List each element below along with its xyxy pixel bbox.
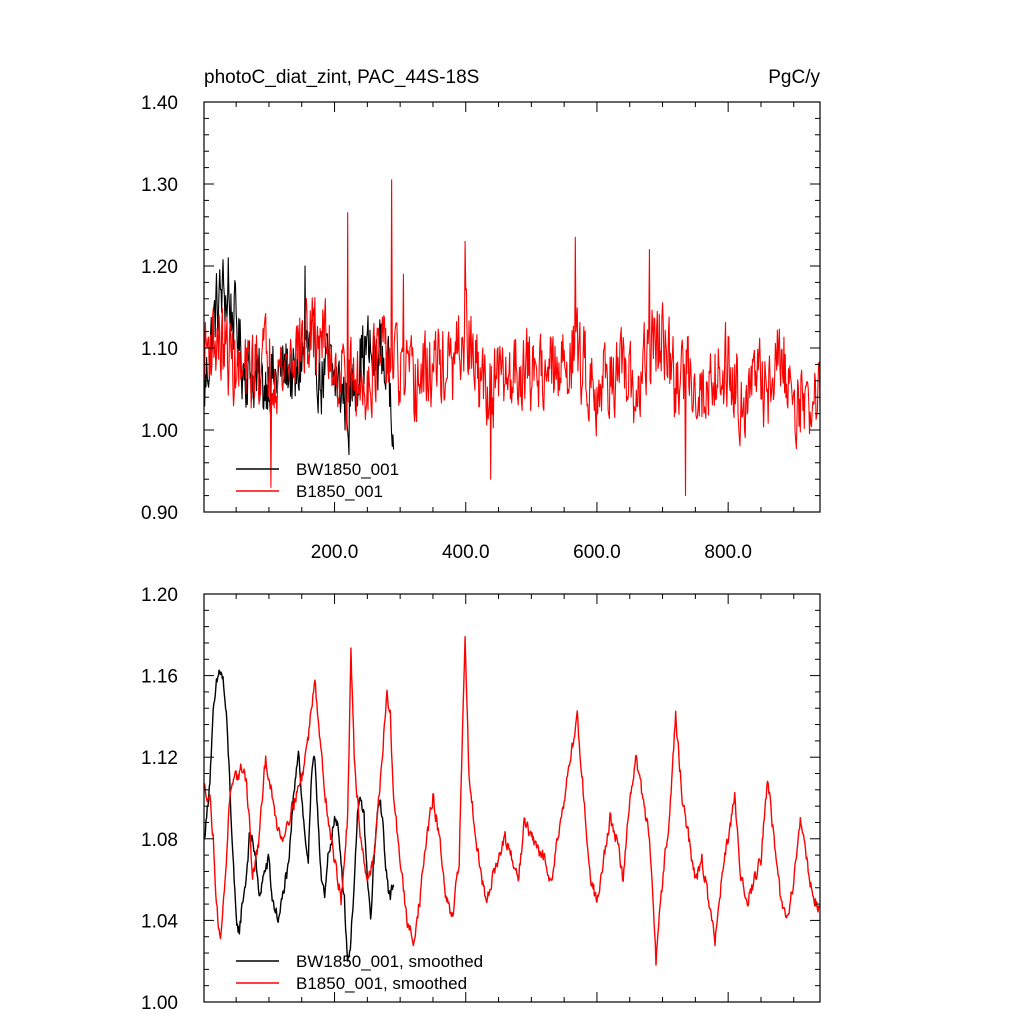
x-tick-label: 600.0 bbox=[573, 542, 621, 563]
units-label: PgC/y bbox=[768, 67, 820, 88]
plot-area-top bbox=[204, 179, 820, 497]
chart-title: photoC_diat_zint, PAC_44S-18S bbox=[204, 67, 479, 88]
y-tick-label: 1.04 bbox=[141, 911, 178, 932]
y-tick-label: 1.00 bbox=[141, 993, 178, 1014]
y-tick-label: 1.10 bbox=[141, 339, 178, 360]
plot-frame bbox=[203, 101, 821, 513]
series-line-bw1850-001 bbox=[204, 257, 395, 456]
x-tick-label: 200.0 bbox=[311, 542, 359, 563]
plot-area-bottom bbox=[204, 636, 820, 966]
legend-label: B1850_001 bbox=[296, 482, 383, 501]
legend-label: B1850_001, smoothed bbox=[296, 974, 467, 993]
x-tick-label: 800.0 bbox=[704, 542, 752, 563]
y-tick-label: 1.12 bbox=[141, 748, 178, 769]
panel-bottom-smoothed: 1.00 1.04 1.08 1.12 1.16 1.20 BW1850_001, smo… bbox=[141, 585, 821, 1014]
y-tick-label: 1.16 bbox=[141, 667, 178, 688]
legend-label: BW1850_001, smoothed bbox=[296, 952, 483, 971]
axes-bottom: 1.00 1.04 1.08 1.12 1.16 1.20 bbox=[141, 585, 821, 1014]
y-tick-label: 1.08 bbox=[141, 830, 178, 851]
legend-bottom: BW1850_001, smoothed B1850_001, smoothed bbox=[236, 952, 483, 993]
y-tick-label: 1.00 bbox=[141, 421, 178, 442]
y-tick-label: 1.20 bbox=[141, 257, 178, 278]
axes-top: 0.90 1.00 1.10 1.20 1.30 1.40 200.0 400.0 600.0 8… bbox=[141, 93, 821, 563]
y-tick-label: 1.40 bbox=[141, 93, 178, 114]
legend-label: BW1850_001 bbox=[296, 460, 399, 479]
y-tick-label: 0.90 bbox=[141, 503, 178, 524]
y-tick-label: 1.20 bbox=[141, 585, 178, 606]
x-tick-label: 400.0 bbox=[442, 542, 490, 563]
series-line-b1850-001-smoothed bbox=[204, 636, 820, 966]
series-line-bw1850-001-smoothed bbox=[204, 669, 395, 962]
y-tick-label: 1.30 bbox=[141, 175, 178, 196]
series-line-b1850-001 bbox=[204, 179, 820, 497]
panel-top-raw: photoC_diat_zint, PAC_44S-18S PgC/y 0.90… bbox=[141, 67, 821, 563]
legend-top: BW1850_001 B1850_001 bbox=[236, 460, 399, 501]
plot-frame bbox=[203, 593, 821, 1003]
